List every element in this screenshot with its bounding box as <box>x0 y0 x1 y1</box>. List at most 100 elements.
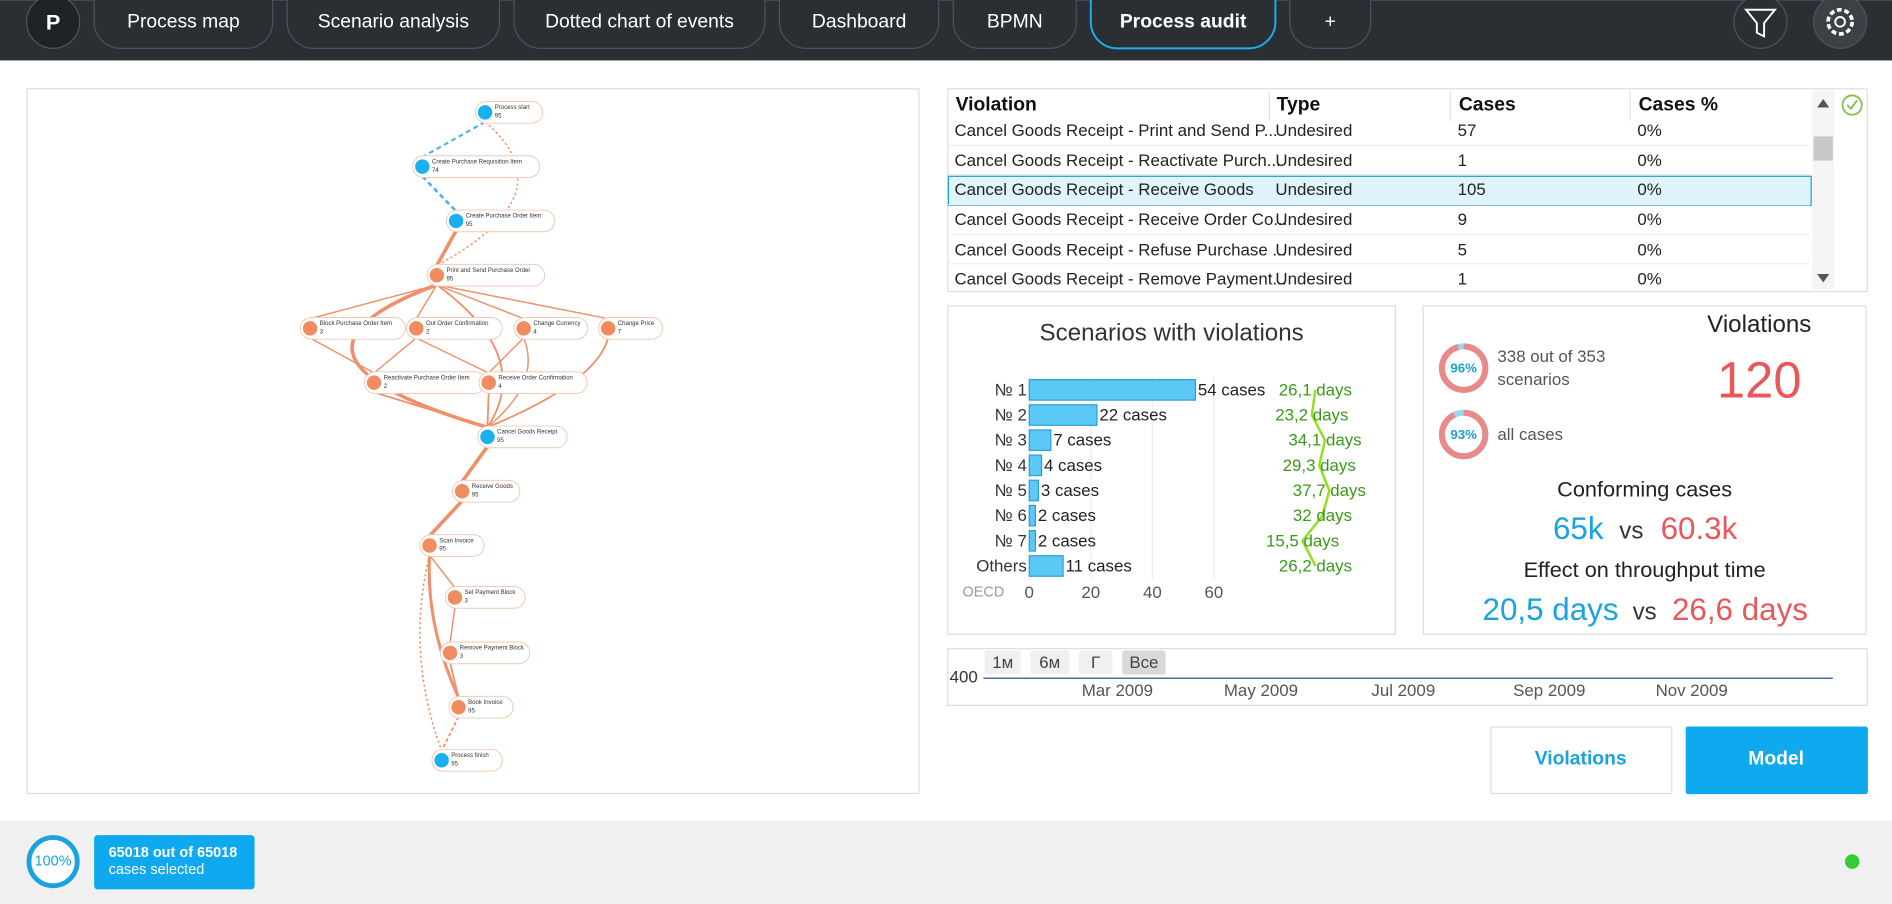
node-label: Receive Goods <box>472 484 513 490</box>
node-count: 4 <box>498 384 502 390</box>
range-button[interactable] <box>984 650 1021 675</box>
table-cell: Cancel Goods Receipt - Remove Payment... <box>954 269 1286 288</box>
category-label: № 3 <box>995 431 1027 450</box>
range-button[interactable] <box>1030 650 1070 675</box>
process-node[interactable] <box>478 371 588 394</box>
donut-arc <box>1438 409 1489 460</box>
table-cell: 5 <box>1458 240 1467 259</box>
bar <box>1028 429 1052 452</box>
node-label: Print and Send Purchase Order <box>446 268 530 274</box>
tab[interactable] <box>513 0 766 49</box>
process-node[interactable] <box>412 155 541 178</box>
tab-label: Dashboard <box>812 11 906 32</box>
process-edge <box>436 121 519 267</box>
donut-label: 93% <box>1450 427 1477 442</box>
node-label: Change Currency <box>533 321 580 327</box>
gear-hub <box>1834 16 1846 28</box>
node-label: Remove Payment Block <box>460 646 525 652</box>
node-badge <box>415 159 430 174</box>
process-edge <box>350 283 488 430</box>
node-label: Cancel Goods Receipt <box>497 430 558 436</box>
month-label: Sep 2009 <box>1513 681 1585 700</box>
process-edge <box>436 284 524 320</box>
node-count: 2 <box>426 330 430 336</box>
process-node[interactable] <box>452 479 521 503</box>
x-tick-label: 40 <box>1143 583 1162 602</box>
process-node[interactable] <box>513 316 589 340</box>
scroll-down[interactable] <box>1817 274 1830 283</box>
table-cell: Cancel Goods Receipt - Receive Goods <box>954 180 1253 199</box>
node-badge <box>516 321 531 336</box>
model-button[interactable] <box>1685 726 1868 795</box>
process-node[interactable] <box>426 263 546 287</box>
table-cell: 0% <box>1637 151 1661 170</box>
process-edge <box>449 606 456 644</box>
process-node[interactable] <box>419 534 485 557</box>
process-edge <box>436 284 504 428</box>
month-label: Jul 2009 <box>1371 681 1435 700</box>
duration-label: 15,5 days <box>1266 531 1339 550</box>
process-edge <box>435 229 458 267</box>
table-cell: 1 <box>1458 151 1467 170</box>
duration-label: 29,3 days <box>1283 456 1356 475</box>
column-header: Type <box>1277 95 1321 116</box>
tab[interactable] <box>952 0 1077 49</box>
button-label: Violations <box>1535 749 1627 770</box>
node-label: Process finish <box>451 753 488 759</box>
node-count: 3 <box>320 330 324 336</box>
process-node[interactable] <box>444 586 526 609</box>
process-map-panel <box>26 88 920 795</box>
node-badge <box>454 483 470 499</box>
timeline-y-label: 400 <box>950 668 978 687</box>
scroll-up[interactable] <box>1817 99 1830 108</box>
node-count: 74 <box>432 168 439 174</box>
status-dot <box>1844 854 1860 869</box>
scroll-thumb[interactable] <box>1813 136 1833 161</box>
bar-value-label: 11 cases <box>1066 556 1132 575</box>
tab[interactable] <box>286 0 501 49</box>
violations-button[interactable] <box>1490 726 1673 795</box>
node-badge <box>451 699 466 715</box>
tab[interactable] <box>1089 0 1277 50</box>
process-edge <box>373 391 488 429</box>
node-badge <box>477 105 493 120</box>
tab[interactable] <box>93 0 274 49</box>
process-edge <box>488 337 525 374</box>
column-header: Cases % <box>1639 95 1718 116</box>
toolbar <box>0 0 1892 61</box>
process-node[interactable] <box>431 748 503 772</box>
process-node[interactable] <box>477 425 568 449</box>
category-label: № 5 <box>995 481 1027 500</box>
range-button[interactable] <box>1078 650 1113 675</box>
table-cell: Undesired <box>1275 180 1352 199</box>
tab-label: + <box>1325 11 1336 32</box>
node-label: Book Invoice <box>468 700 503 706</box>
month-label: Mar 2009 <box>1082 681 1153 700</box>
process-node[interactable] <box>406 316 503 340</box>
column-header: Cases <box>1459 95 1516 116</box>
node-count: 3 <box>460 654 464 660</box>
process-node[interactable] <box>474 100 544 124</box>
duration-label: 26,2 days <box>1279 556 1352 575</box>
process-node[interactable] <box>439 641 531 665</box>
settings-button[interactable] <box>1812 0 1868 49</box>
tab-label: Process audit <box>1120 11 1247 32</box>
duration-label: 23,2 days <box>1275 406 1348 425</box>
process-node[interactable] <box>445 209 556 233</box>
node-count: 95 <box>451 762 458 768</box>
selection-line: cases selected <box>109 862 205 878</box>
process-edge <box>419 554 443 751</box>
filter-button[interactable] <box>1733 0 1788 49</box>
node-badge <box>600 321 616 336</box>
node-label: Process start <box>495 105 530 111</box>
conforming-value: 65k <box>1553 511 1604 546</box>
process-node[interactable] <box>598 316 664 340</box>
node-count: 95 <box>472 492 479 498</box>
tab[interactable] <box>1289 0 1372 49</box>
bar <box>1028 529 1037 552</box>
tab[interactable] <box>778 0 940 49</box>
process-node[interactable] <box>448 695 514 719</box>
range-button[interactable] <box>1122 650 1166 675</box>
process-node[interactable] <box>299 316 406 340</box>
filter-icon <box>1743 8 1777 38</box>
